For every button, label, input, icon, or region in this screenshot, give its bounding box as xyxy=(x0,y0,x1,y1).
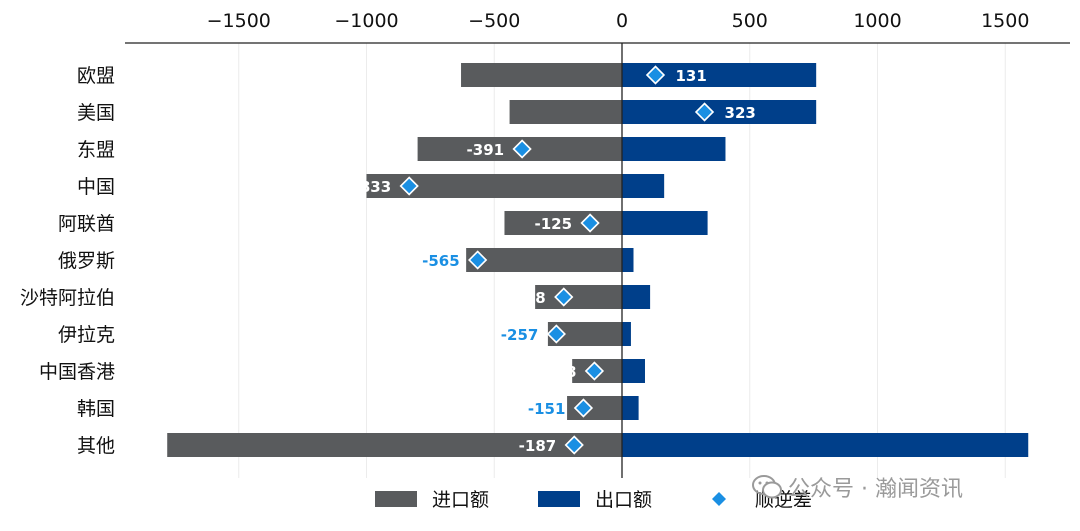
watermark: 公众号 · 瀚闻资讯 xyxy=(752,470,963,504)
category-label: 韩国 xyxy=(77,398,115,420)
balance-label: -391 xyxy=(467,141,505,159)
export-bar xyxy=(622,137,726,161)
balance-label: -565 xyxy=(422,252,460,270)
legend-swatch xyxy=(538,491,580,507)
legend-label: 出口额 xyxy=(595,489,652,511)
balance-marker xyxy=(564,435,584,455)
x-tick-label: −1500 xyxy=(207,10,271,32)
import-bar xyxy=(535,285,622,309)
x-tick-label: 500 xyxy=(732,10,768,32)
category-label: 中国 xyxy=(77,176,115,198)
export-bar xyxy=(622,100,817,124)
balance-label: -187 xyxy=(519,437,557,455)
import-bar xyxy=(509,100,622,124)
category-label: 东盟 xyxy=(77,139,115,161)
balance-label: -151 xyxy=(528,400,566,418)
export-bar xyxy=(622,433,1029,457)
category-label: 沙特阿拉伯 xyxy=(20,287,115,309)
wechat-icon xyxy=(752,475,782,499)
export-bar xyxy=(622,248,634,272)
balance-marker xyxy=(645,65,666,85)
balance-marker xyxy=(584,361,605,381)
category-label: 伊拉克 xyxy=(58,324,115,346)
balance-marker xyxy=(573,398,594,418)
x-tick-label: 0 xyxy=(616,10,628,32)
category-label: 其他 xyxy=(77,435,115,457)
export-bar xyxy=(622,322,631,346)
legend-swatch xyxy=(375,491,417,507)
balance-marker xyxy=(580,213,600,233)
import-bar xyxy=(167,433,622,457)
balance-marker xyxy=(399,176,419,196)
x-tick-label: 1500 xyxy=(981,10,1029,32)
balance-label: -125 xyxy=(535,215,573,233)
balance-markers: 131 323 -391 -833 -125 -565 -228 -257 -108 -151 -1… xyxy=(354,65,756,455)
export-bar xyxy=(622,359,645,383)
legend-label: 进口额 xyxy=(432,489,489,511)
balance-label: -833 xyxy=(354,178,392,196)
x-tick-label: 1000 xyxy=(853,10,901,32)
watermark-text: 公众号 · 瀚闻资讯 xyxy=(788,477,963,502)
bars xyxy=(167,63,1029,457)
balance-marker xyxy=(694,102,715,122)
legend-swatch xyxy=(712,492,726,506)
balance-label: -257 xyxy=(501,326,539,344)
x-tick-label: −1000 xyxy=(334,10,398,32)
balance-marker xyxy=(468,250,488,270)
export-bar xyxy=(622,396,639,420)
import-bar xyxy=(461,63,622,87)
balance-marker xyxy=(546,324,566,344)
balance-label: -108 xyxy=(539,363,577,381)
x-axis: −1500 −1000 −500 0 500 1000 1500 xyxy=(125,10,1070,478)
category-label: 欧盟 xyxy=(77,65,115,87)
export-bar xyxy=(622,285,651,309)
balance-marker xyxy=(512,139,532,159)
balance-marker xyxy=(554,287,574,307)
category-label: 阿联酋 xyxy=(58,213,115,235)
import-bar xyxy=(466,248,622,272)
balance-label: 323 xyxy=(725,104,756,122)
export-bar xyxy=(622,211,708,235)
category-label: 中国香港 xyxy=(39,361,115,383)
legend: 进口额 出口额 顺逆差 xyxy=(375,489,812,511)
balance-label: -228 xyxy=(508,289,546,307)
balance-label: 131 xyxy=(675,67,706,85)
export-bar xyxy=(622,174,665,198)
x-tick-label: −500 xyxy=(468,10,520,32)
category-label: 美国 xyxy=(77,102,115,124)
import-bar xyxy=(504,211,622,235)
category-label: 俄罗斯 xyxy=(58,250,115,272)
